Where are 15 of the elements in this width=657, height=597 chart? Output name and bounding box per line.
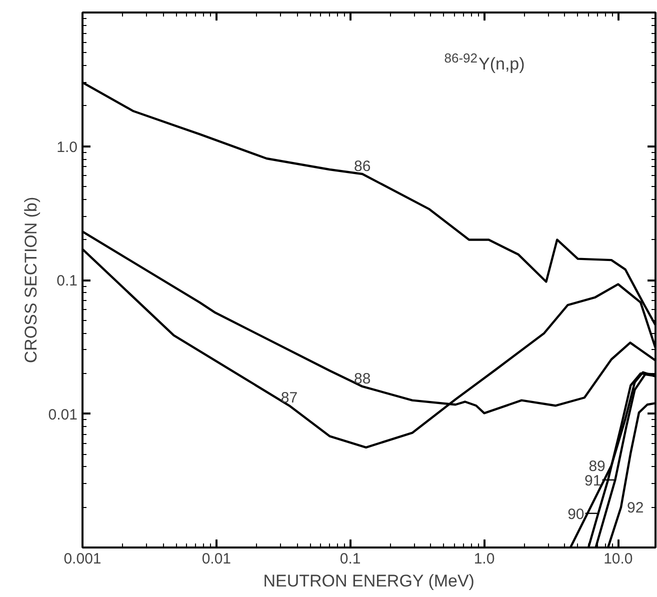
y-tick-label: 0.01 (48, 406, 78, 424)
annotation: 92 (627, 500, 644, 517)
x-tick-label: 0.001 (64, 550, 102, 568)
y-axis-title: CROSS SECTION (b) (21, 196, 40, 364)
x-tick-label: 10.0 (604, 550, 633, 568)
x-tick-label: 0.1 (340, 550, 361, 568)
x-tick-label: 1.0 (474, 550, 495, 568)
annotation: 88 (354, 370, 371, 388)
x-tick-label: 0.01 (202, 550, 232, 568)
annotation: 90 (568, 506, 584, 523)
annotation: 87 (280, 390, 298, 407)
y-tick-label: 0.1 (56, 272, 78, 290)
y-tick-label: 1.0 (56, 138, 78, 156)
x-axis-title: NEUTRON ENERGY (MeV) (263, 572, 474, 590)
annotation: 86 (354, 158, 371, 176)
